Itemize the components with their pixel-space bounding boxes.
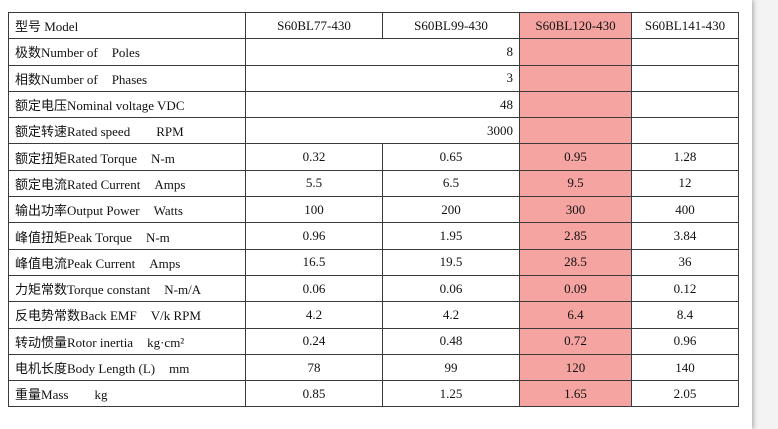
row-label: 反电势常数Back EMF V/k RPM: [8, 301, 246, 329]
empty-cell: [631, 90, 739, 119]
row-label: 额定转速Rated speed RPM: [8, 117, 246, 145]
highlight-cell: [519, 117, 632, 145]
table-row: 额定扭矩Rated Torque N-m 0.32 0.65 0.95 1.28: [8, 143, 739, 171]
value-cell-highlight: 120: [519, 353, 632, 382]
value-cell: 0.12: [631, 274, 739, 303]
row-label: 重量Mass kg: [8, 380, 246, 408]
row-label: 额定扭矩Rated Torque N-m: [8, 143, 246, 171]
value-cell: 2.05: [631, 380, 739, 408]
value-cell-highlight: 300: [519, 196, 632, 224]
value-cell-highlight: 1.65: [519, 380, 632, 408]
shared-value-cell: 3: [245, 64, 520, 92]
row-label: 峰值电流Peak Current Amps: [8, 248, 246, 276]
value-cell-highlight: 0.95: [519, 143, 632, 171]
value-cell: 0.48: [382, 327, 520, 355]
value-cell: 1.95: [382, 222, 520, 250]
row-label: 额定电压Nominal voltage VDC: [8, 90, 246, 119]
value-cell: 12: [631, 169, 739, 198]
value-cell: 0.65: [382, 143, 520, 171]
highlight-cell: [519, 64, 632, 92]
header-model-4: S60BL141-430: [631, 11, 739, 40]
table-row: 峰值扭矩Peak Torque N-m 0.96 1.95 2.85 3.84: [8, 222, 739, 250]
value-cell-highlight: 9.5: [519, 169, 632, 198]
value-cell: 140: [631, 353, 739, 382]
value-cell-highlight: 2.85: [519, 222, 632, 250]
row-label: 输出功率Output Power Watts: [8, 196, 246, 224]
table-row: 极数Number of Poles 8: [8, 38, 739, 66]
header-label: 型号 Model: [8, 11, 246, 40]
value-cell: 6.5: [382, 169, 520, 198]
value-cell-highlight: 0.09: [519, 274, 632, 303]
value-cell: 8.4: [631, 301, 739, 329]
shared-value-cell: 8: [245, 38, 520, 66]
value-cell: 16.5: [245, 248, 383, 276]
value-cell: 1.28: [631, 143, 739, 171]
value-cell-highlight: 28.5: [519, 248, 632, 276]
value-cell: 3.84: [631, 222, 739, 250]
row-label: 力矩常数Torque constant N-m/A: [8, 274, 246, 303]
table-row: 峰值电流Peak Current Amps 16.5 19.5 28.5 36: [8, 248, 739, 276]
highlight-cell: [519, 90, 632, 119]
table-row: 额定转速Rated speed RPM 3000: [8, 117, 739, 145]
empty-cell: [631, 38, 739, 66]
value-cell: 0.96: [245, 222, 383, 250]
value-cell: 36: [631, 248, 739, 276]
value-cell: 100: [245, 196, 383, 224]
header-model-3: S60BL120-430: [519, 11, 632, 40]
value-cell-highlight: 6.4: [519, 301, 632, 329]
value-cell: 0.85: [245, 380, 383, 408]
row-label: 峰值扭矩Peak Torque N-m: [8, 222, 246, 250]
empty-cell: [631, 117, 739, 145]
row-label: 极数Number of Poles: [8, 38, 246, 66]
table-row: 相数Number of Phases 3: [8, 64, 739, 92]
value-cell: 0.24: [245, 327, 383, 355]
value-cell: 400: [631, 196, 739, 224]
shared-value-cell: 48: [245, 90, 520, 119]
table-row: 转动惯量Rotor inertia kg·cm² 0.24 0.48 0.72 0…: [8, 327, 739, 355]
value-cell-highlight: 0.72: [519, 327, 632, 355]
table-header-row: 型号 Model S60BL77-430 S60BL99-430 S60BL12…: [8, 11, 739, 40]
table-row: 力矩常数Torque constant N-m/A 0.06 0.06 0.09 …: [8, 274, 739, 303]
table-row: 额定电流Rated Current Amps 5.5 6.5 9.5 12: [8, 169, 739, 198]
table-row: 电机长度Body Length (L) mm 78 99 120 140: [8, 353, 739, 382]
shared-value-cell: 3000: [245, 117, 520, 145]
value-cell: 4.2: [245, 301, 383, 329]
document-sheet: 型号 Model S60BL77-430 S60BL99-430 S60BL12…: [0, 0, 752, 429]
row-label: 电机长度Body Length (L) mm: [8, 353, 246, 382]
value-cell: 4.2: [382, 301, 520, 329]
table-row: 额定电压Nominal voltage VDC 48: [8, 90, 739, 119]
header-model-1: S60BL77-430: [245, 11, 383, 40]
row-label: 相数Number of Phases: [8, 64, 246, 92]
value-cell: 5.5: [245, 169, 383, 198]
table-row: 反电势常数Back EMF V/k RPM 4.2 4.2 6.4 8.4: [8, 301, 739, 329]
row-label: 额定电流Rated Current Amps: [8, 169, 246, 198]
value-cell: 0.96: [631, 327, 739, 355]
highlight-cell: [519, 38, 632, 66]
table-row: 输出功率Output Power Watts 100 200 300 400: [8, 196, 739, 224]
value-cell: 200: [382, 196, 520, 224]
value-cell: 78: [245, 353, 383, 382]
header-model-2: S60BL99-430: [382, 11, 520, 40]
table-row: 重量Mass kg 0.85 1.25 1.65 2.05: [8, 380, 739, 408]
value-cell: 0.32: [245, 143, 383, 171]
empty-cell: [631, 64, 739, 92]
motor-spec-table: 型号 Model S60BL77-430 S60BL99-430 S60BL12…: [8, 11, 739, 408]
value-cell: 19.5: [382, 248, 520, 276]
value-cell: 0.06: [245, 274, 383, 303]
value-cell: 1.25: [382, 380, 520, 408]
value-cell: 0.06: [382, 274, 520, 303]
value-cell: 99: [382, 353, 520, 382]
row-label: 转动惯量Rotor inertia kg·cm²: [8, 327, 246, 355]
